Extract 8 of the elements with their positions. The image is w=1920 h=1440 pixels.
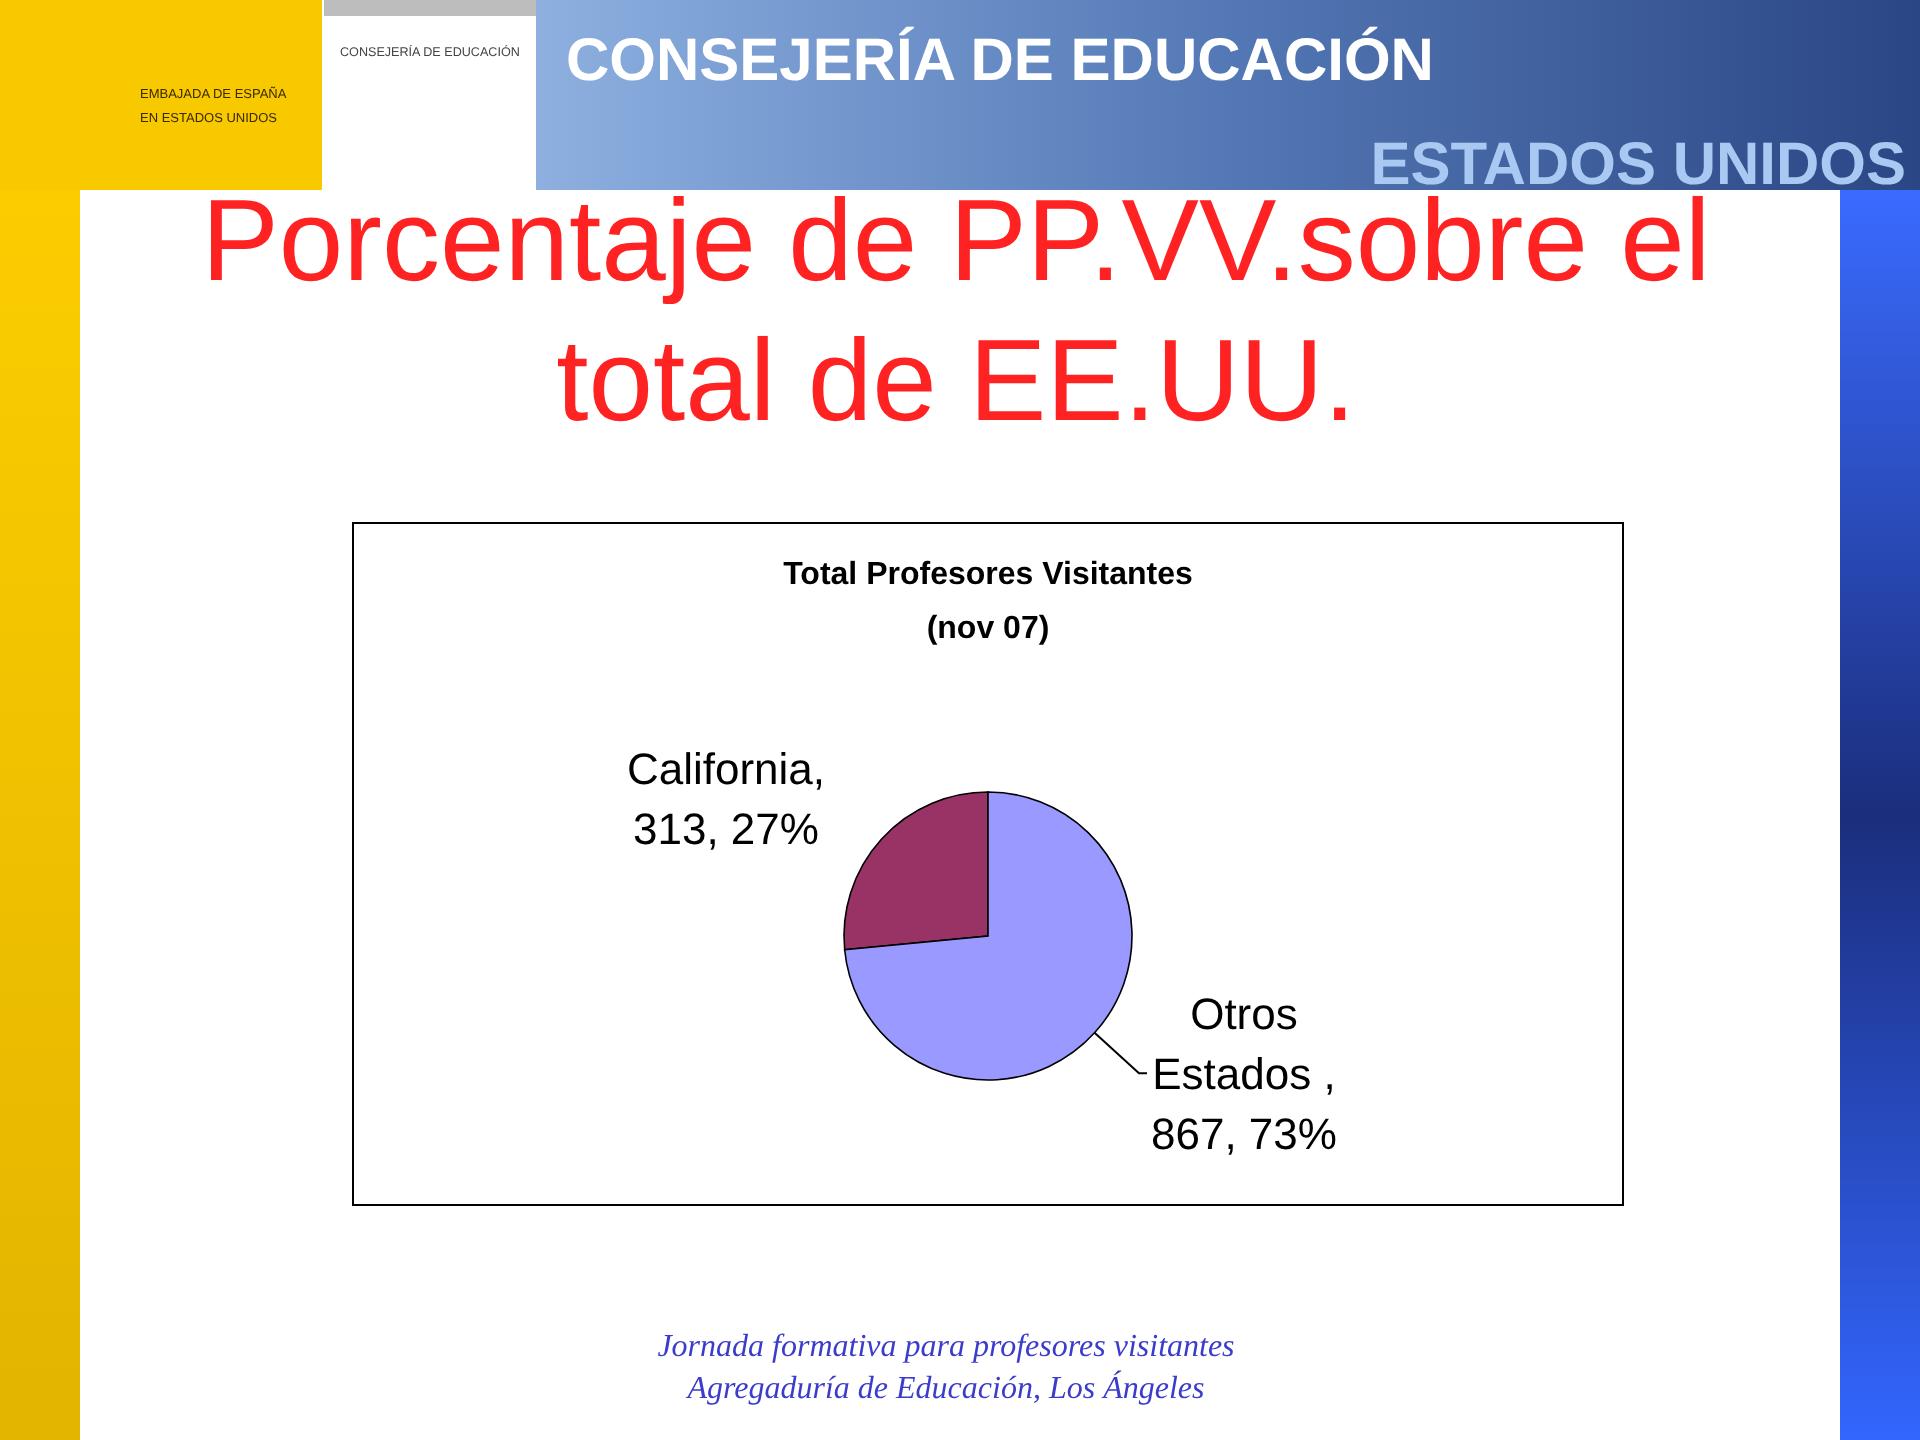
pie-slice [843,791,1133,1081]
slice-label: California, 313, 27% [626,744,826,855]
text: Agregaduría de Educación, Los Ángeles [685,1370,1205,1406]
chart-title: Total Profesores Visitantes [783,558,1194,592]
slice-label: Otros Estados , 867, 73% [1150,988,1337,1159]
text: CONSEJERÍA DE EDUCACIÓN [566,26,1434,94]
chart-subtitle: (nov 07) [926,612,1050,646]
text: Jornada formativa para profesores visitantes [657,1330,1235,1364]
